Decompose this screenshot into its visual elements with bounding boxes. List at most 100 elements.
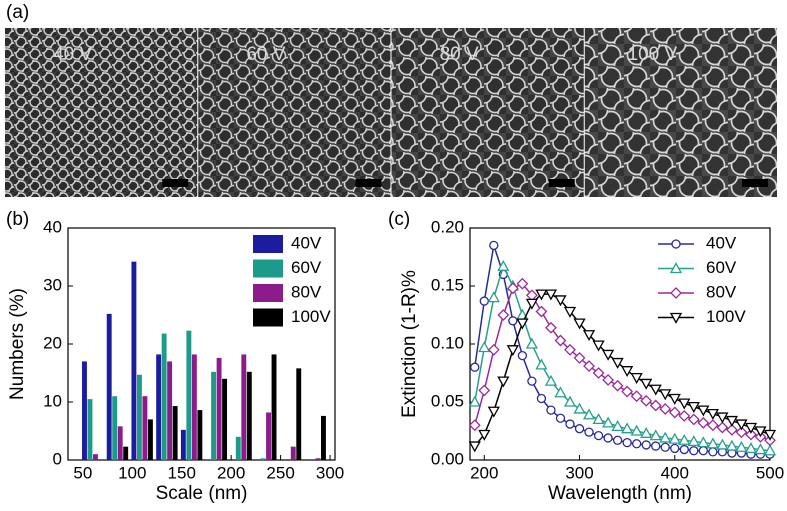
- marker: [612, 435, 623, 445]
- marker: [640, 378, 653, 390]
- x-tick-label: 500: [756, 463, 784, 482]
- x-tick-label: 250: [266, 463, 294, 482]
- x-tick-label: 50: [73, 463, 92, 482]
- marker: [582, 408, 596, 420]
- marker: [603, 433, 613, 443]
- marker: [527, 376, 537, 386]
- panel-label: (c): [388, 209, 410, 230]
- marker: [706, 437, 719, 449]
- x-axis-title: Scale (nm): [156, 483, 248, 504]
- bar: [172, 406, 178, 460]
- y-tick-label: 40: [43, 217, 62, 236]
- legend-swatch: [253, 308, 283, 327]
- marker: [468, 419, 481, 432]
- bar: [191, 354, 197, 460]
- panel-label: (a): [6, 2, 29, 23]
- marker: [592, 367, 605, 379]
- bar: [260, 458, 266, 460]
- y-tick-label: 20: [43, 333, 62, 352]
- marker: [535, 305, 548, 318]
- x-tick-label: 300: [316, 463, 344, 482]
- bar: [271, 354, 277, 460]
- marker: [678, 410, 691, 422]
- marker: [487, 291, 500, 303]
- y-tick-label: 0.05: [431, 391, 464, 410]
- y-tick-label: 0.15: [431, 275, 464, 294]
- marker: [622, 437, 632, 448]
- bar: [315, 458, 321, 460]
- marker: [546, 405, 556, 415]
- marker: [621, 385, 634, 398]
- marker: [563, 395, 577, 407]
- legend-swatch: [253, 259, 283, 278]
- marker: [497, 259, 510, 271]
- marker: [725, 423, 738, 436]
- marker: [649, 384, 662, 396]
- marker: [563, 306, 577, 318]
- y-tick-label: 0: [53, 449, 62, 468]
- sem-image: [198, 28, 391, 197]
- marker: [678, 433, 691, 445]
- marker: [544, 374, 558, 386]
- legend-marker: [670, 287, 682, 299]
- bar: [131, 261, 137, 460]
- marker: [544, 289, 558, 301]
- legend-label: 40V: [706, 233, 737, 252]
- bar: [156, 354, 162, 460]
- legend-label: 80V: [291, 282, 322, 301]
- legend-marker: [669, 262, 683, 274]
- marker: [640, 426, 653, 438]
- marker: [716, 438, 729, 450]
- marker: [555, 413, 566, 423]
- bar: [142, 396, 148, 460]
- marker: [497, 376, 510, 388]
- y-tick-label: 30: [43, 275, 62, 294]
- marker: [697, 405, 710, 417]
- marker: [516, 277, 529, 290]
- marker: [745, 428, 757, 441]
- marker: [668, 406, 681, 419]
- marker: [593, 430, 604, 441]
- marker: [735, 440, 748, 452]
- marker: [478, 384, 491, 397]
- marker: [735, 419, 748, 431]
- marker: [651, 441, 661, 451]
- x-tick-label: 200: [217, 463, 245, 482]
- scale-bar: [162, 179, 189, 187]
- marker: [611, 357, 624, 369]
- image-label: 40 V: [53, 44, 92, 65]
- marker: [706, 408, 719, 420]
- bar: [241, 354, 247, 460]
- panel-label: (b): [6, 209, 29, 230]
- sem-image: [584, 28, 777, 197]
- legend-label: 100V: [291, 307, 331, 326]
- marker: [574, 424, 585, 434]
- bar: [161, 333, 167, 460]
- bar: [211, 371, 217, 460]
- marker: [478, 341, 491, 353]
- marker: [640, 394, 653, 407]
- marker: [630, 424, 643, 436]
- marker: [487, 343, 500, 356]
- y-axis-title: Extinction (1-R)%: [399, 270, 420, 418]
- marker: [668, 432, 681, 444]
- marker: [716, 421, 729, 434]
- marker: [698, 446, 708, 456]
- marker: [689, 446, 699, 456]
- marker: [670, 443, 680, 454]
- bar: [235, 436, 241, 460]
- marker: [763, 444, 777, 456]
- x-tick-label: 100: [118, 463, 146, 482]
- bar: [296, 368, 302, 460]
- legend-label: 60V: [706, 258, 737, 277]
- marker: [554, 386, 567, 398]
- marker: [554, 334, 567, 347]
- marker: [632, 439, 642, 449]
- bar: [222, 378, 228, 460]
- marker: [668, 393, 681, 405]
- bar: [266, 412, 271, 460]
- marker: [754, 426, 767, 438]
- image-label: 100 V: [628, 44, 678, 65]
- marker: [725, 439, 739, 451]
- legend-swatch: [253, 235, 283, 253]
